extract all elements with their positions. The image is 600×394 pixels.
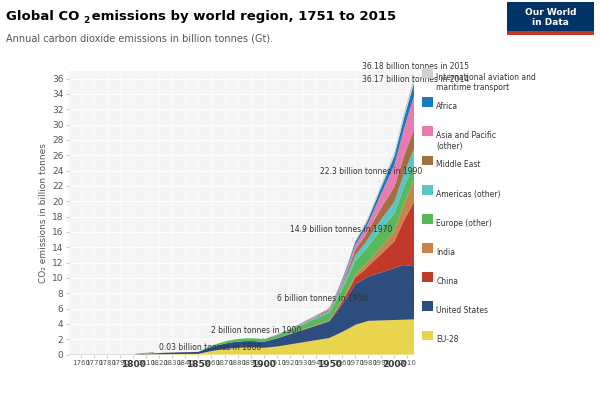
Bar [507,31,594,35]
Text: 22.3 billion tonnes in 1990: 22.3 billion tonnes in 1990 [320,167,422,182]
Y-axis label: CO₂ emissions in billion tonnes: CO₂ emissions in billion tonnes [39,143,48,283]
Text: International aviation and
maritime transport: International aviation and maritime tran… [436,73,536,92]
Text: India: India [436,248,455,257]
Text: 36.17 billion tonnes in 2014: 36.17 billion tonnes in 2014 [362,75,469,84]
Text: Global CO: Global CO [6,10,79,23]
Text: 0.03 billion tonnes in 1800: 0.03 billion tonnes in 1800 [136,343,262,354]
Text: Europe (other): Europe (other) [436,219,492,228]
Text: Annual carbon dioxide emissions in billion tonnes (Gt).: Annual carbon dioxide emissions in billi… [6,33,273,43]
Text: emissions by world region, 1751 to 2015: emissions by world region, 1751 to 2015 [87,10,396,23]
Text: 2 billion tonnes in 1900: 2 billion tonnes in 1900 [211,326,302,339]
Text: Our World: Our World [525,8,576,17]
Text: Middle East: Middle East [436,160,481,169]
Text: Africa: Africa [436,102,458,111]
Text: EU-28: EU-28 [436,335,459,344]
Text: United States: United States [436,306,488,315]
Text: 36.18 billion tonnes in 2015: 36.18 billion tonnes in 2015 [362,62,469,77]
Text: Americas (other): Americas (other) [436,190,500,199]
Text: 6 billion tonnes in 1950: 6 billion tonnes in 1950 [277,294,367,309]
Text: Asia and Pacific
(other): Asia and Pacific (other) [436,131,496,151]
Text: 2: 2 [83,16,89,25]
Text: in Data: in Data [532,18,569,27]
Text: 14.9 billion tonnes in 1970: 14.9 billion tonnes in 1970 [290,225,392,239]
Text: China: China [436,277,458,286]
